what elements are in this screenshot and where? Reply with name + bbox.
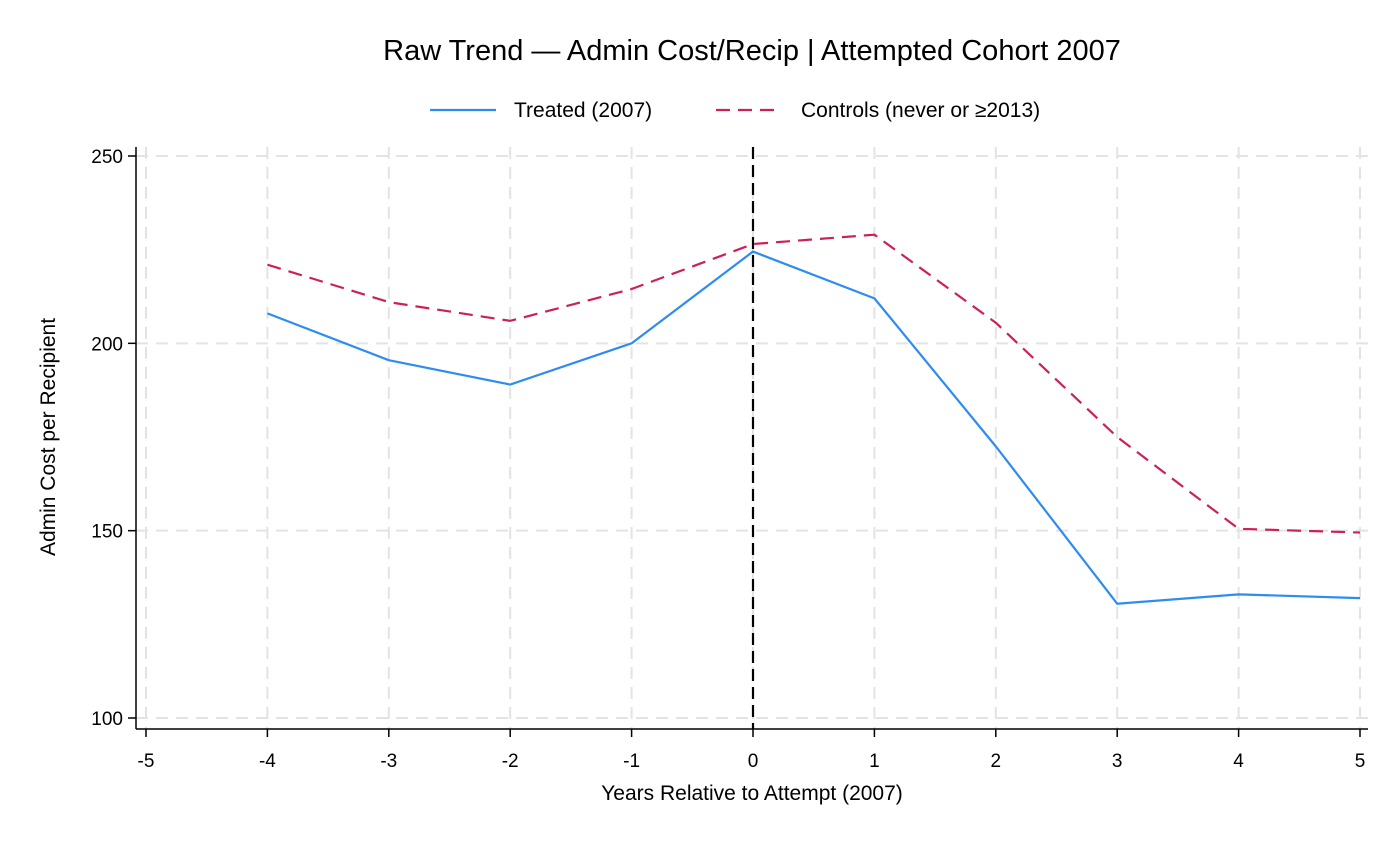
x-tick-label: 4 [1233, 751, 1244, 772]
x-tick-label: -3 [380, 751, 397, 772]
y-axis-ticks: 100 150 200 250 [91, 147, 136, 730]
y-tick-label: 150 [91, 522, 123, 543]
series-line-treated [267, 250, 1361, 605]
x-axis-title: Years Relative to Attempt (2007) [601, 782, 903, 805]
x-tick-label: -2 [502, 751, 519, 772]
legend-label-controls: Controls (never or ≥2013) [801, 99, 1040, 122]
x-tick-label: 3 [1112, 751, 1123, 772]
x-tick-label: 5 [1355, 751, 1366, 772]
y-axis-title: Admin Cost per Recipient [37, 318, 60, 556]
y-tick-label: 100 [91, 709, 123, 730]
x-tick-label: -5 [138, 751, 155, 772]
x-tick-label: 2 [991, 751, 1002, 772]
y-tick-label: 200 [91, 334, 123, 355]
x-tick-label: -4 [259, 751, 276, 772]
y-tick-label: 250 [91, 147, 123, 168]
legend: Treated (2007) Controls (never or ≥2013) [430, 99, 1040, 122]
x-tick-label: 0 [748, 751, 759, 772]
x-tick-label: -1 [623, 751, 640, 772]
chart-title: Raw Trend — Admin Cost/Recip | Attempted… [383, 35, 1121, 67]
series-line-controls [267, 233, 1361, 534]
series-group [267, 233, 1361, 605]
legend-label-treated: Treated (2007) [514, 99, 652, 122]
x-axis-ticks: -5 -4 -3 -2 -1 0 1 2 3 4 5 [138, 729, 1366, 772]
x-tick-label: 1 [869, 751, 880, 772]
